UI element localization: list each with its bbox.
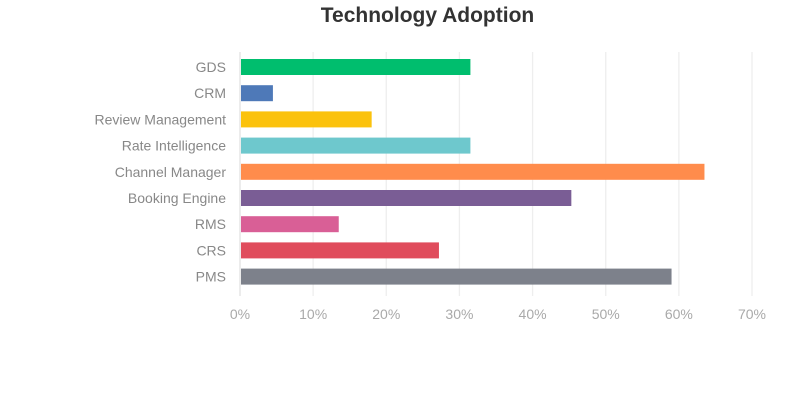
category-label: Review Management — [94, 111, 226, 127]
category-labels: GDS CRM Review Management Rate Intelligence… — [94, 59, 226, 285]
x-axis-tick-labels: 0% 10% 20% 30% 40% 50% 60% 70% — [230, 306, 766, 322]
x-tick-label: 60% — [665, 306, 693, 322]
x-tick-label: 10% — [299, 306, 327, 322]
x-tick-label: 20% — [372, 306, 400, 322]
x-tick-label: 70% — [738, 306, 766, 322]
bar-channel-manager — [241, 163, 705, 180]
category-label: RMS — [195, 216, 226, 232]
chart-title: Technology Adoption — [320, 4, 535, 27]
x-tick-label: 0% — [230, 306, 250, 322]
x-tick-label: 50% — [592, 306, 620, 322]
category-label: Rate Intelligence — [122, 138, 227, 154]
category-label: PMS — [196, 269, 226, 285]
bar-crm — [241, 85, 273, 102]
category-label: Channel Manager — [115, 164, 227, 180]
bar-gds — [241, 59, 471, 75]
bar-review-management — [241, 111, 372, 128]
bars-layer — [241, 59, 705, 285]
category-label: GDS — [196, 59, 226, 75]
category-label: CRS — [196, 242, 226, 258]
category-label: Booking Engine — [128, 190, 226, 206]
bar-pms — [241, 268, 672, 285]
category-label: CRM — [194, 85, 226, 101]
x-tick-label: 40% — [519, 306, 547, 322]
bar-rms — [241, 216, 339, 233]
x-tick-label: 30% — [445, 306, 473, 322]
bar-booking-engine — [241, 190, 572, 206]
bar-crs — [241, 242, 439, 259]
bar-rate-intelligence — [241, 137, 471, 154]
